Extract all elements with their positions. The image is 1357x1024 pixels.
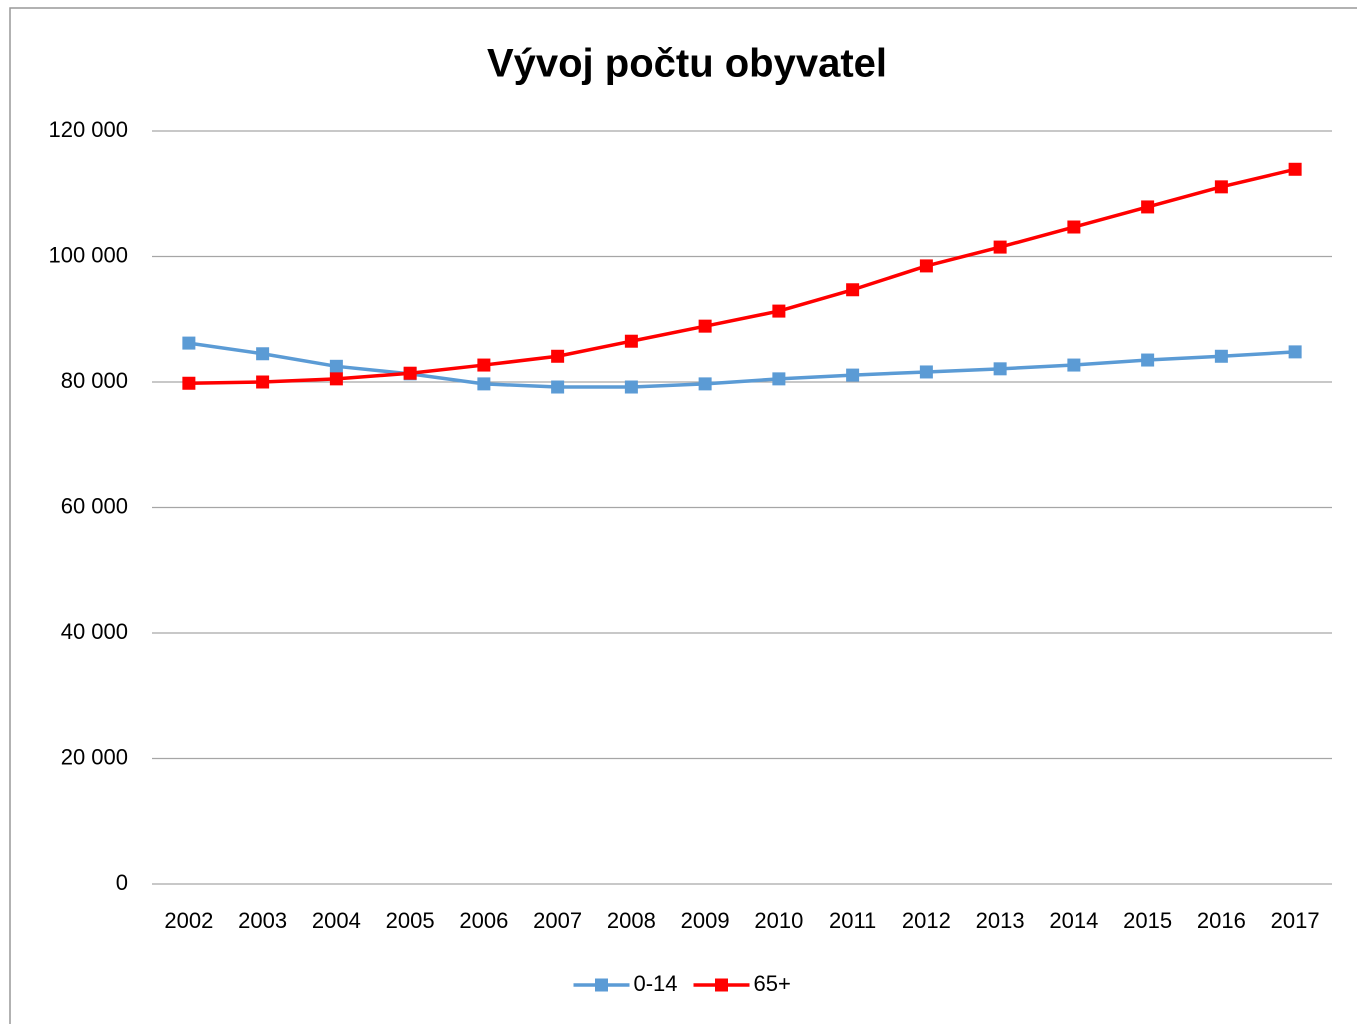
x-tick-label: 2009 <box>681 908 730 933</box>
series-line <box>188 341 1296 389</box>
marker <box>551 349 565 363</box>
legend-label: 65+ <box>754 971 791 996</box>
marker <box>403 366 417 380</box>
marker <box>1067 220 1081 234</box>
x-tick-label: 2013 <box>976 908 1025 933</box>
marker <box>1214 180 1228 194</box>
x-tick-label: 2002 <box>164 908 213 933</box>
chart-frame <box>9 7 1357 1024</box>
x-tick-label: 2006 <box>459 908 508 933</box>
x-tick-label: 2016 <box>1197 908 1246 933</box>
marker <box>551 380 565 394</box>
x-tick-label: 2014 <box>1049 908 1098 933</box>
marker <box>1141 353 1155 367</box>
marker <box>256 375 270 389</box>
x-tick-label: 2007 <box>533 908 582 933</box>
x-tick-label: 2012 <box>902 908 951 933</box>
marker <box>182 336 196 350</box>
marker <box>477 377 491 391</box>
x-tick-label: 2011 <box>829 908 876 933</box>
marker <box>329 359 343 373</box>
legend-label: 0-14 <box>634 971 678 996</box>
marker <box>624 334 638 348</box>
y-tick-label: 100 000 <box>48 242 128 267</box>
x-tick-label: 2004 <box>312 908 361 933</box>
x-tick-label: 2005 <box>386 908 435 933</box>
marker <box>1141 200 1155 214</box>
y-tick-label: 40 000 <box>61 619 128 644</box>
marker <box>624 380 638 394</box>
y-tick-label: 60 000 <box>61 493 128 518</box>
y-tick-label: 80 000 <box>61 368 128 393</box>
marker <box>182 376 196 390</box>
chart-title: Vývoj počtu obyvatel <box>487 42 887 86</box>
marker <box>919 365 933 379</box>
marker <box>329 372 343 386</box>
marker <box>477 358 491 372</box>
marker <box>1067 358 1081 372</box>
y-tick-label: 20 000 <box>61 744 128 769</box>
x-tick-label: 2008 <box>607 908 656 933</box>
marker <box>1288 162 1302 176</box>
legend-marker <box>595 978 608 992</box>
marker <box>919 259 933 273</box>
marker <box>256 347 270 361</box>
series-line <box>188 167 1296 386</box>
x-tick-label: 2015 <box>1123 908 1172 933</box>
marker <box>1288 345 1302 359</box>
marker <box>993 240 1007 254</box>
x-tick-label: 2017 <box>1271 908 1320 933</box>
marker <box>1214 349 1228 363</box>
marker <box>846 283 860 297</box>
marker <box>772 372 786 386</box>
legend-marker <box>715 978 728 992</box>
marker <box>846 368 860 382</box>
marker <box>993 362 1007 376</box>
x-tick-label: 2010 <box>754 908 803 933</box>
marker <box>772 304 786 318</box>
y-tick-label: 120 000 <box>48 117 128 142</box>
marker <box>698 377 712 391</box>
y-tick-label: 0 <box>116 870 128 895</box>
x-tick-label: 2003 <box>238 908 287 933</box>
marker <box>698 319 712 333</box>
